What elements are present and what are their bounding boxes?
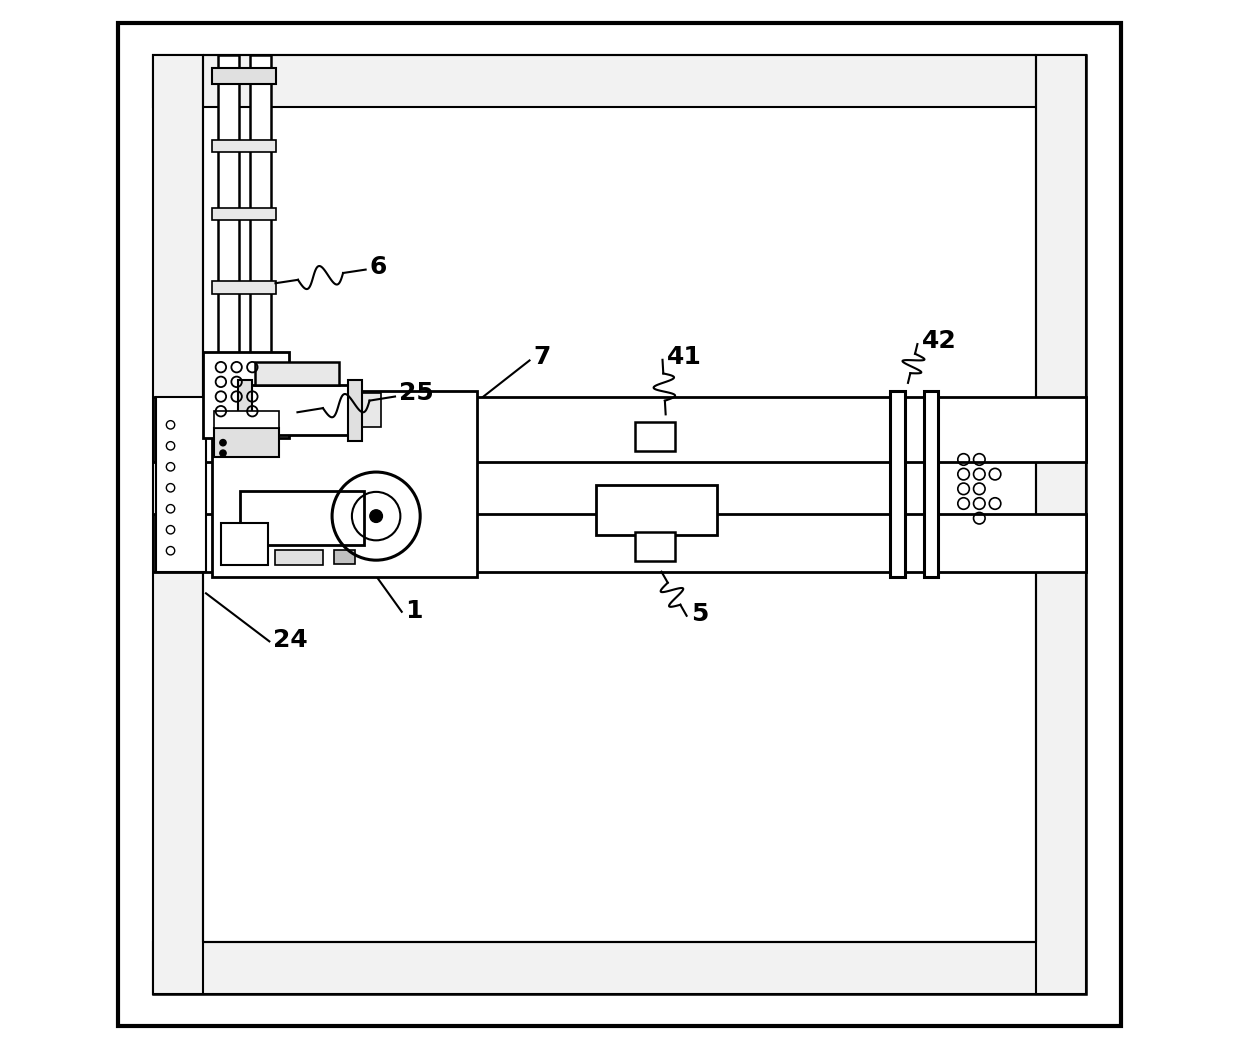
Bar xyxy=(238,380,253,441)
Bar xyxy=(152,55,1087,107)
Text: 1: 1 xyxy=(405,599,422,622)
Circle shape xyxy=(369,510,383,522)
Bar xyxy=(152,942,1087,994)
Text: 7: 7 xyxy=(534,345,551,368)
Bar xyxy=(240,491,363,545)
Bar xyxy=(152,55,203,994)
Circle shape xyxy=(219,440,227,446)
Text: 5: 5 xyxy=(691,602,709,625)
Text: 24: 24 xyxy=(274,628,309,651)
Bar xyxy=(212,281,276,294)
Bar xyxy=(213,411,279,428)
Bar xyxy=(221,523,268,565)
Bar xyxy=(212,140,276,152)
Bar xyxy=(596,485,717,535)
Bar xyxy=(213,428,279,457)
Text: 41: 41 xyxy=(667,345,701,368)
Bar xyxy=(152,55,1087,994)
Bar xyxy=(924,391,938,577)
Bar xyxy=(250,385,349,435)
Bar xyxy=(255,362,339,385)
Bar xyxy=(212,208,276,220)
Text: 6: 6 xyxy=(369,256,388,279)
Bar xyxy=(344,393,382,427)
Bar xyxy=(152,514,1087,572)
Bar xyxy=(275,550,322,565)
Bar xyxy=(636,422,675,451)
Bar xyxy=(348,380,363,441)
Bar xyxy=(212,68,276,84)
Bar xyxy=(890,391,904,577)
Bar xyxy=(156,397,206,572)
Bar xyxy=(203,352,289,438)
Bar xyxy=(250,55,271,397)
Text: 42: 42 xyxy=(922,329,957,352)
Bar xyxy=(335,550,356,564)
Bar xyxy=(636,532,675,561)
Bar xyxy=(1036,55,1087,994)
Text: 25: 25 xyxy=(399,382,434,405)
Bar xyxy=(212,391,477,577)
Bar xyxy=(152,397,1087,462)
Circle shape xyxy=(219,450,227,456)
Bar xyxy=(218,55,239,397)
